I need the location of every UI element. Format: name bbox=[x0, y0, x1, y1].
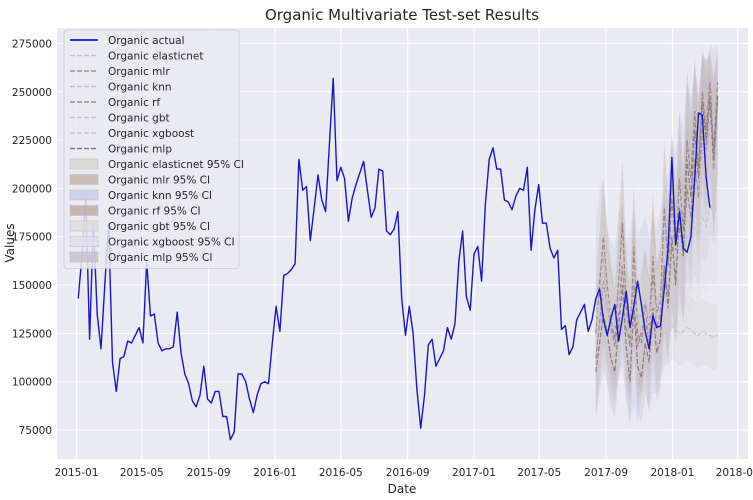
x-axis-label: Date bbox=[388, 482, 417, 496]
legend-swatch bbox=[69, 251, 99, 263]
y-tick-label: 250000 bbox=[12, 87, 52, 99]
x-tick-label: 2017-09 bbox=[584, 467, 628, 479]
legend-item: Organic gbt 95% CI bbox=[69, 220, 210, 233]
y-tick-label: 275000 bbox=[12, 38, 52, 50]
legend-item: Organic rf 95% CI bbox=[69, 205, 201, 218]
organic-rf-ci-band bbox=[595, 53, 718, 398]
y-tick-label: 225000 bbox=[12, 135, 52, 147]
y-axis-label: Values bbox=[3, 223, 17, 262]
legend-label: Organic xgboost bbox=[108, 128, 194, 140]
x-tick-label: 2018-01 bbox=[650, 467, 694, 479]
legend-item: Organic knn 95% CI bbox=[69, 189, 212, 202]
legend-label: Organic knn bbox=[108, 82, 172, 94]
organic-gbt-line bbox=[595, 203, 719, 332]
legend-item: Organic elasticnet bbox=[70, 51, 204, 63]
legend-label: Organic actual bbox=[108, 35, 185, 47]
legend-swatch bbox=[69, 220, 99, 232]
legend-swatch bbox=[69, 236, 99, 247]
x-tick-label: 2017-01 bbox=[452, 467, 496, 479]
legend-swatch bbox=[69, 205, 99, 216]
legend-item: Organic actual bbox=[70, 35, 185, 47]
legend: Organic actual Organic elasticnet Organic … bbox=[63, 29, 244, 269]
x-tick-label: 2017-05 bbox=[517, 467, 561, 479]
legend-label: Organic gbt 95% CI bbox=[108, 221, 210, 233]
y-tick-labels: 75000 100000 125000 150000 175000 200000 22500… bbox=[12, 38, 52, 437]
y-tick-label: 125000 bbox=[12, 328, 52, 340]
y-tick-label: 200000 bbox=[12, 183, 52, 195]
legend-item: Organic knn bbox=[70, 82, 172, 94]
legend-frame bbox=[63, 29, 240, 269]
legend-item: Organic xgboost bbox=[70, 128, 194, 140]
legend-label: Organic elasticnet bbox=[108, 51, 204, 63]
legend-item: Organic mlr bbox=[70, 66, 170, 78]
legend-item: Organic elasticnet 95% CI bbox=[69, 158, 244, 171]
organic-actual-line bbox=[77, 77, 711, 441]
legend-swatch bbox=[69, 158, 99, 170]
legend-label: Organic rf 95% CI bbox=[108, 206, 201, 218]
organic-mlp-line bbox=[595, 95, 719, 382]
legend-label: Organic mlr 95% CI bbox=[108, 175, 210, 187]
x-tick-label: 2015-01 bbox=[55, 467, 99, 479]
x-tick-label: 2016-09 bbox=[386, 467, 430, 479]
legend-item: Organic mlp 95% CI bbox=[69, 251, 212, 264]
legend-swatch bbox=[69, 174, 99, 185]
legend-label: Organic mlr bbox=[108, 66, 170, 78]
legend-item: Organic xgboost 95% CI bbox=[69, 236, 235, 249]
x-tick-label: 2015-05 bbox=[120, 467, 164, 479]
x-tick-label: 2015-09 bbox=[187, 467, 231, 479]
legend-item: Organic mlr 95% CI bbox=[69, 174, 210, 187]
y-tick-label: 75000 bbox=[19, 425, 52, 437]
y-tick-label: 100000 bbox=[12, 377, 52, 389]
legend-swatch bbox=[69, 189, 99, 201]
actual-series bbox=[77, 77, 711, 441]
organic-mlr-line bbox=[595, 101, 719, 359]
legend-label: Organic mlp bbox=[108, 144, 172, 156]
legend-item: Organic mlp bbox=[70, 144, 172, 156]
legend-label: Organic mlp 95% CI bbox=[108, 252, 212, 264]
legend-label: Organic knn 95% CI bbox=[108, 190, 212, 202]
legend-label: Organic gbt bbox=[108, 113, 170, 125]
legend-label: Organic xgboost 95% CI bbox=[108, 237, 235, 249]
x-tick-label: 2016-01 bbox=[253, 467, 297, 479]
x-tick-label: 2016-05 bbox=[319, 467, 363, 479]
x-tick-labels: 2015-01 2015-05 2015-09 2016-01 2016-05 2016-… bbox=[55, 467, 753, 479]
legend-label: Organic rf bbox=[108, 97, 160, 109]
legend-item: Organic gbt bbox=[70, 113, 170, 125]
legend-item: Organic rf bbox=[70, 97, 160, 109]
y-tick-label: 150000 bbox=[12, 280, 52, 292]
x-tick-label: 2018-05 bbox=[716, 467, 753, 479]
legend-label: Organic elasticnet 95% CI bbox=[108, 159, 244, 171]
y-tick-label: 175000 bbox=[12, 232, 52, 244]
chart-title: Organic Multivariate Test-set Results bbox=[265, 6, 539, 24]
